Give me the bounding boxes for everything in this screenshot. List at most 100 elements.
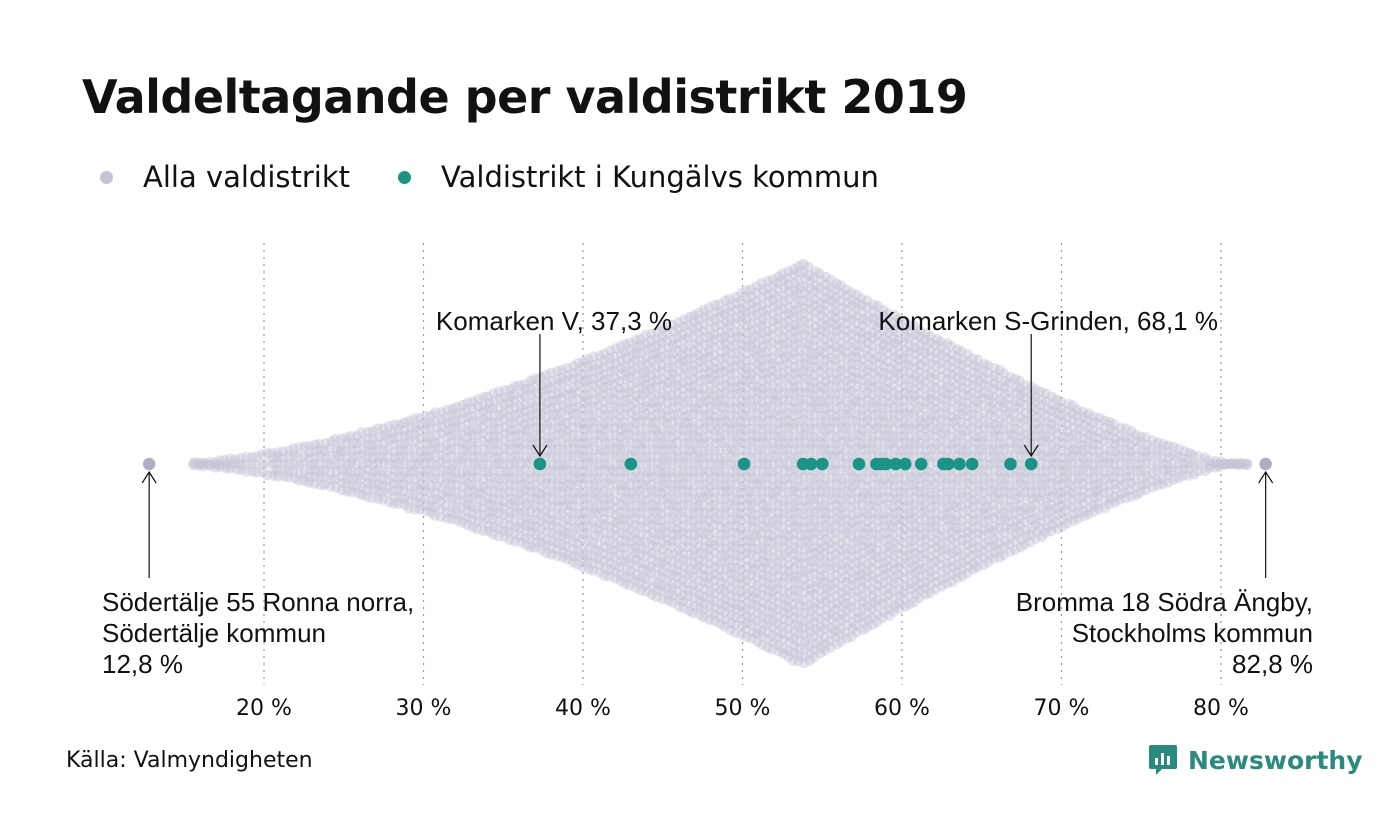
swarm-dot [278, 464, 289, 475]
swarm-dot [667, 522, 679, 533]
swarm-dot [304, 441, 315, 452]
swarm-dot [489, 452, 500, 463]
swarm-dot [666, 389, 678, 401]
swarm-dot [673, 601, 685, 612]
swarm-dot [478, 406, 489, 417]
swarm-dot [526, 432, 537, 443]
swarm-dot [403, 444, 415, 455]
swarm-dot [552, 495, 563, 506]
swarm-dot [478, 466, 489, 477]
swarm-dot [441, 458, 452, 470]
swarm-dot [303, 471, 315, 483]
swarm-dot [419, 479, 431, 490]
swarm-dot [641, 458, 652, 469]
swarm-dot [452, 430, 463, 441]
swarm-dot [703, 514, 715, 526]
swarm-dot [693, 458, 704, 469]
swarm-dot [704, 316, 716, 327]
swarm-dot [198, 457, 209, 469]
swarm-dot [272, 451, 283, 463]
swarm-dot [341, 445, 352, 456]
swarm-dot [530, 521, 541, 533]
swarm-dot [383, 496, 395, 508]
swarm-dot [678, 369, 690, 381]
swarm-dot [420, 410, 431, 422]
swarm-dot [305, 459, 316, 471]
swarm-dot [561, 528, 572, 539]
swarm-dot [472, 502, 483, 513]
swarm-dot [704, 466, 715, 477]
swarm-dot [587, 516, 599, 527]
swarm-dot [588, 409, 599, 421]
swarm-dot [489, 472, 500, 483]
point-kungalv [1024, 457, 1038, 471]
swarm-dot [504, 480, 516, 491]
swarm-dot [614, 472, 626, 483]
swarm-dot [336, 464, 348, 475]
swarm-dot [562, 499, 574, 511]
swarm-dot [614, 507, 626, 518]
swarm-dot [667, 485, 678, 497]
swarm-dot [619, 429, 631, 441]
swarm-dot [499, 496, 510, 507]
swarm-dot [425, 472, 436, 483]
swarm-dot [384, 435, 395, 446]
swarm-dot [541, 534, 553, 545]
swarm-dot [609, 394, 620, 406]
swarm-dot [551, 452, 563, 463]
swarm-dot [699, 598, 710, 609]
swarm-dot [625, 523, 637, 534]
swarm-dot [320, 452, 331, 463]
swarm-dot [557, 459, 568, 471]
swarm-dot [524, 458, 536, 469]
swarm-dot [477, 428, 488, 439]
swarm-dot [314, 458, 325, 469]
swarm-dot [493, 431, 504, 442]
swarm-dot [689, 493, 700, 505]
swarm-dot [415, 419, 426, 430]
swarm-dot [556, 387, 567, 398]
swarm-dot [640, 573, 651, 584]
swarm-dot [703, 529, 715, 540]
swarm-dot [667, 354, 678, 366]
swarm-dot [535, 488, 547, 499]
swarm-dot [609, 544, 620, 556]
swarm-dot [625, 537, 636, 548]
swarm-dot [656, 515, 667, 526]
swarm-dot [593, 416, 604, 427]
swarm-dot [688, 507, 700, 518]
swarm-dot [266, 448, 278, 459]
swarm-dot [541, 513, 552, 524]
swarm-dot [615, 575, 626, 586]
swarm-dot [662, 438, 673, 450]
swarm-dot [631, 554, 642, 565]
swarm-dot [552, 509, 563, 520]
swarm-dot [640, 372, 651, 383]
swarm-dot [515, 537, 526, 548]
swarm-dot [367, 426, 378, 437]
swarm-dot [635, 340, 646, 351]
swarm-dot [588, 436, 599, 447]
swarm-dot [598, 388, 609, 400]
swarm-dot [562, 451, 573, 462]
swarm-dot [267, 453, 279, 464]
swarm-dot [630, 542, 641, 553]
swarm-dot [610, 479, 621, 490]
swarm-dot [705, 537, 716, 548]
swarm-dot [567, 373, 579, 385]
swarm-dot [683, 360, 694, 371]
swarm-dot [684, 402, 695, 414]
swarm-dot [710, 306, 721, 318]
swarm-dot [663, 499, 674, 510]
swarm-dot [694, 595, 706, 606]
swarm-dot [698, 318, 709, 330]
swarm-dot [567, 557, 579, 568]
swarm-dot [567, 500, 578, 512]
swarm-dot [672, 380, 683, 391]
swarm-dot [498, 480, 509, 492]
swarm-dot [393, 485, 404, 496]
swarm-dot [629, 528, 641, 539]
swarm-dot [678, 396, 690, 407]
swarm-dot [462, 505, 473, 516]
swarm-dot [710, 437, 722, 449]
